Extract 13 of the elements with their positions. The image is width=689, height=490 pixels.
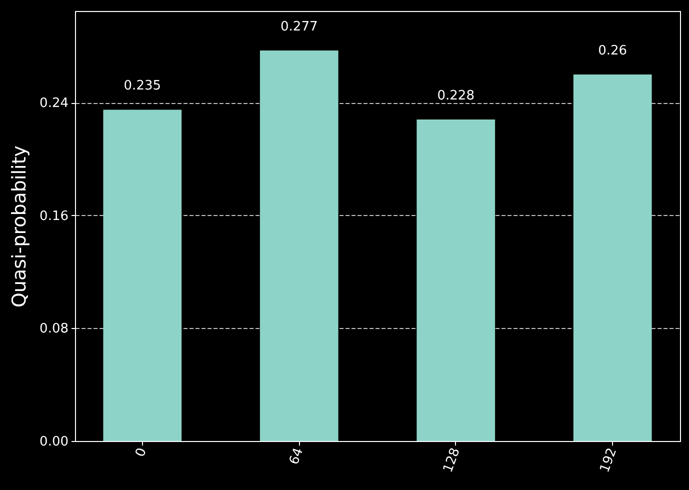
data-label: 0.235	[124, 78, 162, 94]
x-tick-label: 128	[440, 446, 464, 475]
y-axis-title: Quasi-probability	[8, 145, 31, 308]
x-tick-label: 0	[132, 446, 150, 460]
data-label: 0.228	[437, 88, 474, 104]
data-label: 0.277	[280, 19, 318, 34]
x-tick-label: 64	[286, 446, 307, 467]
y-tick-label: 0.16	[40, 208, 68, 224]
y-tick-label: 0.08	[40, 322, 68, 337]
y-tick-label: 0.24	[40, 96, 68, 112]
data-label: 0.26	[598, 43, 628, 58]
x-tick-label: 192	[598, 446, 620, 475]
y-tick-label: 0.00	[40, 434, 68, 450]
